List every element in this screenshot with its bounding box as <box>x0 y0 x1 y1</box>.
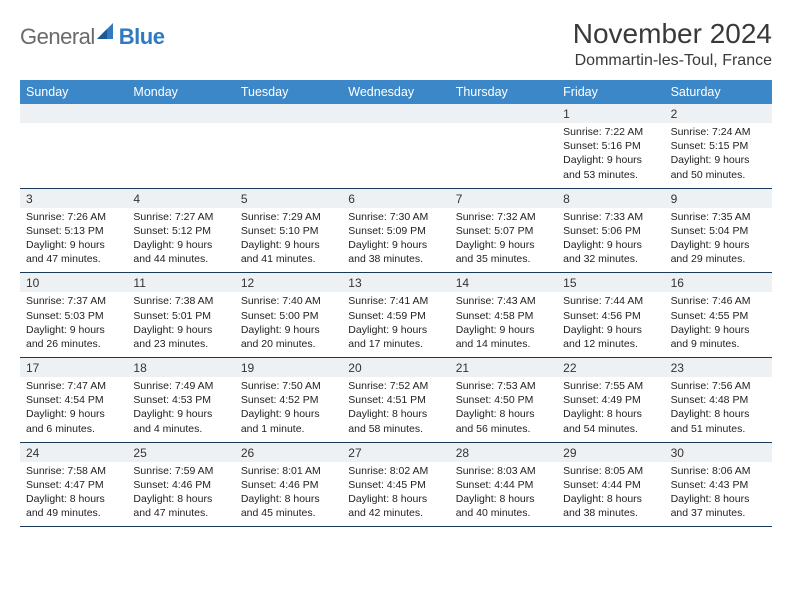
day-cell <box>235 123 342 188</box>
location-label: Dommartin-les-Toul, France <box>573 52 772 70</box>
logo-word-2: Blue <box>119 24 165 50</box>
day-cell: Sunrise: 8:02 AMSunset: 4:45 PMDaylight:… <box>342 462 449 527</box>
day-number: 12 <box>235 273 342 292</box>
day-number: 11 <box>127 273 234 292</box>
weekday-header: Thursday <box>450 80 557 104</box>
daynum-row: 12 <box>20 104 772 123</box>
day-number: 18 <box>127 358 234 377</box>
day-number: 24 <box>20 443 127 462</box>
day-cell: Sunrise: 7:38 AMSunset: 5:01 PMDaylight:… <box>127 292 234 357</box>
day-number: 15 <box>557 273 664 292</box>
day-number: 22 <box>557 358 664 377</box>
day-number: 3 <box>20 189 127 208</box>
month-title: November 2024 <box>573 18 772 50</box>
day-cell: Sunrise: 7:55 AMSunset: 4:49 PMDaylight:… <box>557 377 664 442</box>
day-cell <box>342 123 449 188</box>
daynum-row: 24252627282930 <box>20 443 772 462</box>
day-cell: Sunrise: 7:49 AMSunset: 4:53 PMDaylight:… <box>127 377 234 442</box>
calendar-grid: SundayMondayTuesdayWednesdayThursdayFrid… <box>20 80 772 527</box>
day-number: 9 <box>665 189 772 208</box>
day-cell: Sunrise: 8:06 AMSunset: 4:43 PMDaylight:… <box>665 462 772 527</box>
week-row: Sunrise: 7:47 AMSunset: 4:54 PMDaylight:… <box>20 377 772 443</box>
day-cell <box>20 123 127 188</box>
day-number <box>235 104 342 123</box>
day-number <box>20 104 127 123</box>
weekday-header: Saturday <box>665 80 772 104</box>
day-number: 27 <box>342 443 449 462</box>
day-number: 30 <box>665 443 772 462</box>
day-number: 17 <box>20 358 127 377</box>
logo-word-1: General <box>20 24 95 50</box>
day-number: 2 <box>665 104 772 123</box>
day-cell: Sunrise: 7:59 AMSunset: 4:46 PMDaylight:… <box>127 462 234 527</box>
day-cell: Sunrise: 7:56 AMSunset: 4:48 PMDaylight:… <box>665 377 772 442</box>
day-cell: Sunrise: 7:52 AMSunset: 4:51 PMDaylight:… <box>342 377 449 442</box>
day-number: 29 <box>557 443 664 462</box>
day-cell: Sunrise: 7:44 AMSunset: 4:56 PMDaylight:… <box>557 292 664 357</box>
day-number: 13 <box>342 273 449 292</box>
day-cell: Sunrise: 7:50 AMSunset: 4:52 PMDaylight:… <box>235 377 342 442</box>
day-cell: Sunrise: 7:41 AMSunset: 4:59 PMDaylight:… <box>342 292 449 357</box>
day-cell: Sunrise: 7:29 AMSunset: 5:10 PMDaylight:… <box>235 208 342 273</box>
day-number: 23 <box>665 358 772 377</box>
weekday-header: Wednesday <box>342 80 449 104</box>
day-number: 20 <box>342 358 449 377</box>
sail-icon <box>95 21 115 41</box>
day-number <box>127 104 234 123</box>
day-cell: Sunrise: 7:40 AMSunset: 5:00 PMDaylight:… <box>235 292 342 357</box>
day-number: 19 <box>235 358 342 377</box>
day-cell: Sunrise: 7:32 AMSunset: 5:07 PMDaylight:… <box>450 208 557 273</box>
day-number <box>450 104 557 123</box>
day-cell: Sunrise: 7:35 AMSunset: 5:04 PMDaylight:… <box>665 208 772 273</box>
day-cell: Sunrise: 8:03 AMSunset: 4:44 PMDaylight:… <box>450 462 557 527</box>
day-cell: Sunrise: 7:24 AMSunset: 5:15 PMDaylight:… <box>665 123 772 188</box>
brand-logo: General Blue <box>20 18 164 50</box>
week-row: Sunrise: 7:26 AMSunset: 5:13 PMDaylight:… <box>20 208 772 274</box>
weekday-header: Friday <box>557 80 664 104</box>
day-number <box>342 104 449 123</box>
day-number: 4 <box>127 189 234 208</box>
day-number: 26 <box>235 443 342 462</box>
day-number: 1 <box>557 104 664 123</box>
daynum-row: 10111213141516 <box>20 273 772 292</box>
day-cell <box>127 123 234 188</box>
day-cell: Sunrise: 7:26 AMSunset: 5:13 PMDaylight:… <box>20 208 127 273</box>
day-number: 16 <box>665 273 772 292</box>
day-cell: Sunrise: 7:53 AMSunset: 4:50 PMDaylight:… <box>450 377 557 442</box>
weekday-header: Sunday <box>20 80 127 104</box>
calendar-page: General Blue November 2024 Dommartin-les… <box>0 0 792 527</box>
day-cell: Sunrise: 7:47 AMSunset: 4:54 PMDaylight:… <box>20 377 127 442</box>
week-row: Sunrise: 7:22 AMSunset: 5:16 PMDaylight:… <box>20 123 772 189</box>
day-cell: Sunrise: 7:46 AMSunset: 4:55 PMDaylight:… <box>665 292 772 357</box>
day-number: 21 <box>450 358 557 377</box>
day-cell: Sunrise: 8:05 AMSunset: 4:44 PMDaylight:… <box>557 462 664 527</box>
weekday-header-row: SundayMondayTuesdayWednesdayThursdayFrid… <box>20 80 772 104</box>
day-number: 7 <box>450 189 557 208</box>
day-number: 28 <box>450 443 557 462</box>
daynum-row: 3456789 <box>20 189 772 208</box>
day-number: 14 <box>450 273 557 292</box>
week-row: Sunrise: 7:58 AMSunset: 4:47 PMDaylight:… <box>20 462 772 528</box>
day-cell: Sunrise: 7:37 AMSunset: 5:03 PMDaylight:… <box>20 292 127 357</box>
header: General Blue November 2024 Dommartin-les… <box>20 18 772 70</box>
day-number: 25 <box>127 443 234 462</box>
day-cell: Sunrise: 7:27 AMSunset: 5:12 PMDaylight:… <box>127 208 234 273</box>
day-cell: Sunrise: 7:43 AMSunset: 4:58 PMDaylight:… <box>450 292 557 357</box>
day-number: 5 <box>235 189 342 208</box>
weekday-header: Monday <box>127 80 234 104</box>
week-row: Sunrise: 7:37 AMSunset: 5:03 PMDaylight:… <box>20 292 772 358</box>
day-cell: Sunrise: 7:33 AMSunset: 5:06 PMDaylight:… <box>557 208 664 273</box>
day-cell: Sunrise: 7:58 AMSunset: 4:47 PMDaylight:… <box>20 462 127 527</box>
day-cell: Sunrise: 7:22 AMSunset: 5:16 PMDaylight:… <box>557 123 664 188</box>
title-block: November 2024 Dommartin-les-Toul, France <box>573 18 772 70</box>
day-number: 6 <box>342 189 449 208</box>
weekday-header: Tuesday <box>235 80 342 104</box>
day-cell: Sunrise: 8:01 AMSunset: 4:46 PMDaylight:… <box>235 462 342 527</box>
day-cell <box>450 123 557 188</box>
daynum-row: 17181920212223 <box>20 358 772 377</box>
day-cell: Sunrise: 7:30 AMSunset: 5:09 PMDaylight:… <box>342 208 449 273</box>
day-number: 10 <box>20 273 127 292</box>
day-number: 8 <box>557 189 664 208</box>
